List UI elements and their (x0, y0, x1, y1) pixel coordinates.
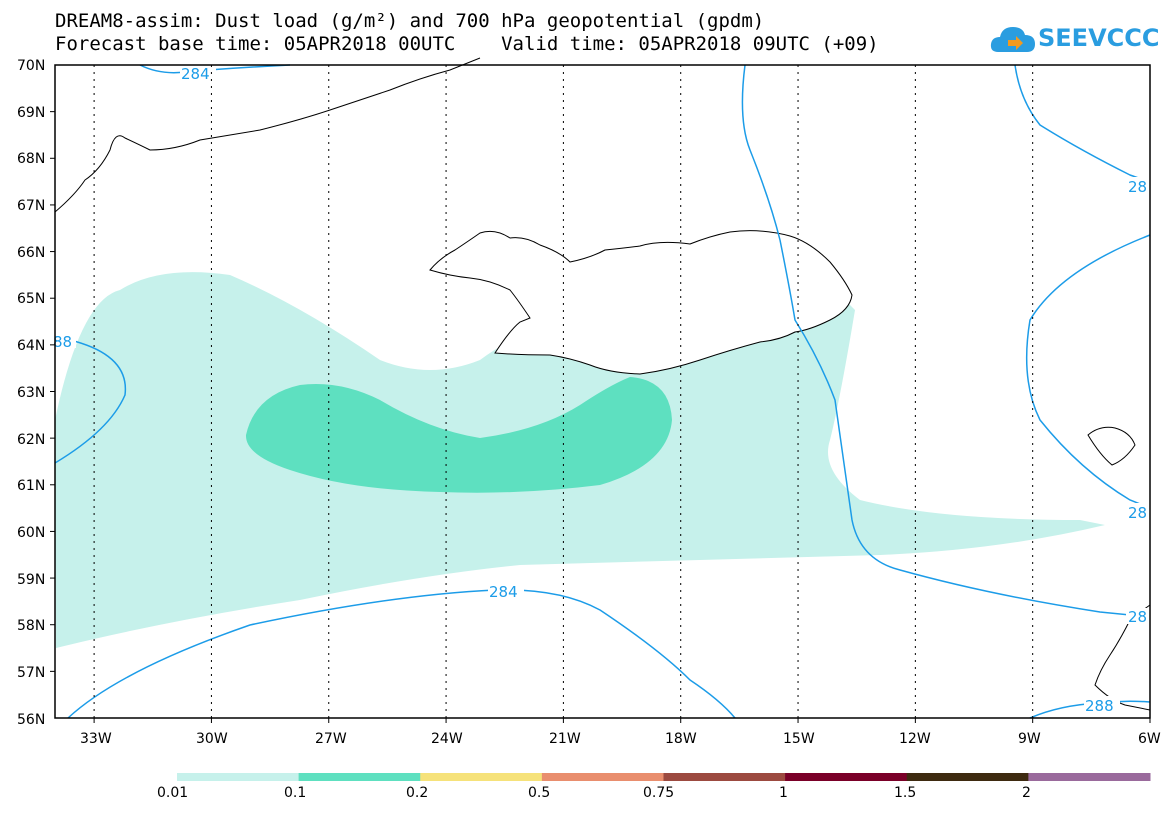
geopotential-contour-east-mid (1025, 234, 1151, 509)
lat-label: 60N (17, 525, 45, 541)
lat-label: 59N (17, 572, 45, 588)
lon-label: 21W (549, 731, 581, 747)
colorbar-label: 1.5 (894, 785, 916, 801)
geopotential-contour-center (741, 64, 1151, 618)
colorbar-swatch (906, 773, 1029, 781)
contour-label: 288 (1085, 697, 1114, 715)
lat-label: 69N (17, 105, 45, 121)
map-title: DREAM8-assim: Dust load (g/m²) and 700 h… (55, 10, 765, 32)
cloud-arrow-icon (990, 27, 1035, 52)
dust-region-medium (245, 377, 672, 493)
colorbar-label: 0.2 (406, 785, 428, 801)
logo-text: SEEVCCC (1038, 24, 1160, 52)
lon-label: 27W (315, 731, 347, 747)
lon-label: 12W (899, 731, 931, 747)
colorbar-swatch (1028, 773, 1151, 781)
lat-label: 63N (17, 385, 45, 401)
lat-label: 66N (17, 245, 45, 261)
geopotential-contour-288-west (54, 339, 127, 464)
lat-label: 68N (17, 151, 45, 167)
lat-label: 61N (17, 478, 45, 494)
lat-label: 65N (17, 291, 45, 307)
colorbar-label: 2 (1022, 785, 1031, 801)
contour-label: 28 (1128, 178, 1147, 196)
lat-label: 70N (17, 58, 45, 74)
contour-label: 88 (53, 333, 72, 351)
lon-label: 9W (1018, 731, 1041, 747)
colorbar-label: 0.5 (528, 785, 550, 801)
lon-label: 15W (783, 731, 815, 747)
geopotential-contour-288-east (1014, 64, 1151, 183)
lat-label: 56N (17, 712, 45, 728)
seevccc-logo: SEEVCCC (990, 22, 1160, 58)
colorbar-swatch (177, 773, 300, 781)
faroe-islands (1087, 426, 1136, 466)
colorbar-label: 1 (779, 785, 788, 801)
colorbar (177, 773, 1151, 781)
iceland-outline (429, 230, 853, 375)
lat-label: 57N (17, 665, 45, 681)
lat-label: 58N (17, 618, 45, 634)
contour-label: 28 (1128, 504, 1147, 522)
map-time-info: Forecast base time: 05APR2018 00UTC Vali… (55, 33, 879, 55)
contour-label: 28 (1128, 608, 1147, 626)
lat-label: 64N (17, 338, 45, 354)
colorbar-swatch (298, 773, 421, 781)
lon-label: 24W (431, 731, 463, 747)
colorbar-swatch (785, 773, 908, 781)
contour-label: 284 (181, 65, 210, 83)
greenland-coast (54, 57, 481, 213)
colorbar-label: 0.1 (284, 785, 306, 801)
colorbar-swatch (663, 773, 786, 781)
colorbar-label: 0.75 (643, 785, 674, 801)
colorbar-swatch (541, 773, 664, 781)
lon-label: 33W (80, 731, 112, 747)
lat-label: 62N (17, 432, 45, 448)
lon-label: 18W (665, 731, 697, 747)
colorbar-swatch (420, 773, 543, 781)
lon-label: 6W (1138, 731, 1161, 747)
lon-label: 30W (196, 731, 228, 747)
contour-label: 284 (489, 583, 518, 601)
colorbar-label: 0.01 (157, 785, 188, 801)
lat-label: 67N (17, 198, 45, 214)
